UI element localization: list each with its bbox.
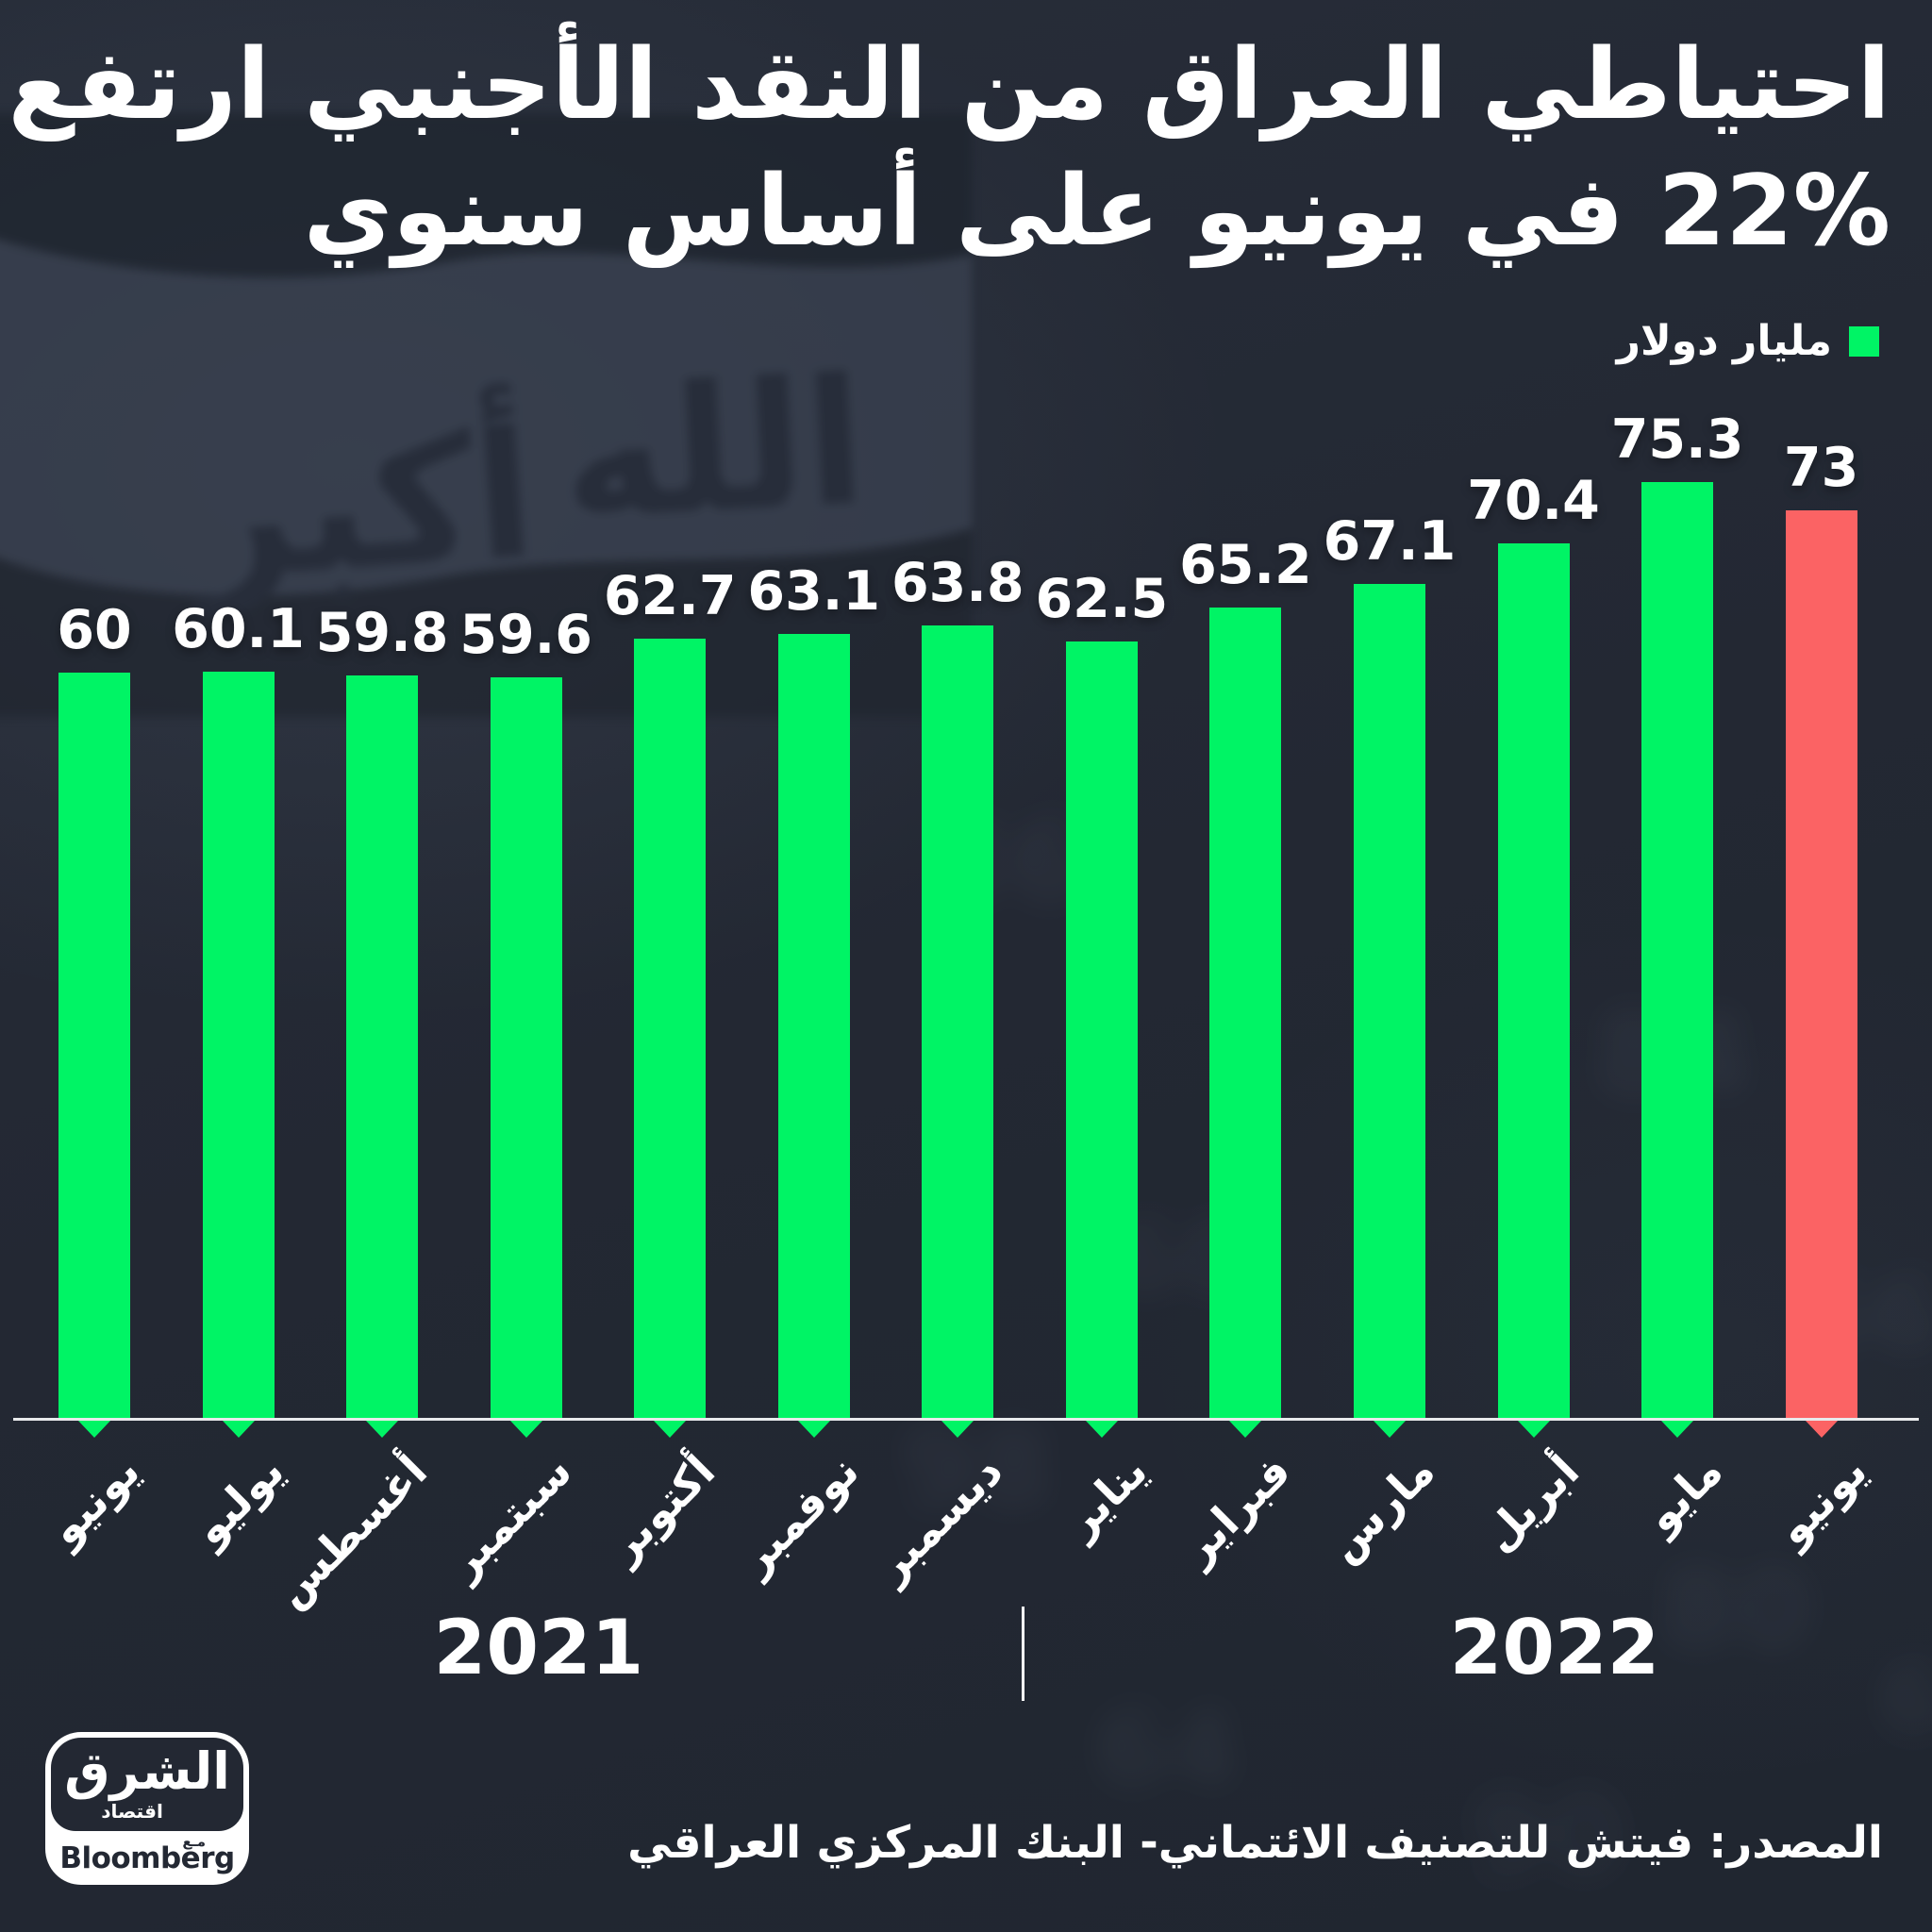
ghost-digit: 98 [901, 1406, 1053, 1532]
ghost-digit: 80 [1660, 1547, 1812, 1674]
asharq-bloomberg-logo: الشرق اقتصاد مـع Bloomberg [45, 1732, 249, 1885]
bar-value-label: 75.3 [1610, 408, 1744, 471]
axis-month-label: يونيو [1766, 1445, 1876, 1556]
axis-month-label: سبتمبر [437, 1445, 581, 1590]
iraq-flag-watermark: الله أكبر [0, 113, 972, 717]
bar-pointer-icon [1661, 1421, 1694, 1438]
legend: مليار دولار [1617, 317, 1879, 365]
ghost-digit: 68 [1877, 1641, 1932, 1757]
x-axis-line [13, 1418, 1919, 1421]
bar-pointer-icon [1229, 1421, 1262, 1438]
logo-bottom-panel: مـع Bloomberg [45, 1831, 249, 1885]
bar-pointer-icon [797, 1421, 830, 1438]
bar-value-label: 73 [1783, 437, 1859, 499]
axis-month-label: يونيو [39, 1445, 150, 1556]
axis-month-label: أكتوبر [598, 1445, 725, 1573]
bar [1209, 608, 1282, 1420]
bar [346, 675, 419, 1420]
logo-wordmark: الشرق [64, 1741, 230, 1801]
axis-month-label: يناير [1054, 1445, 1158, 1548]
bar-value-label: 59.8 [315, 602, 449, 664]
bar [1641, 482, 1714, 1420]
bar-pointer-icon [366, 1421, 399, 1438]
bar-pointer-icon [1805, 1421, 1838, 1438]
legend-label: مليار دولار [1616, 317, 1832, 365]
axis-month-label: فبراير [1171, 1445, 1301, 1574]
bar-value-label: 60 [57, 599, 132, 661]
bar [777, 634, 850, 1420]
bar-value-label: 65.2 [1179, 534, 1312, 596]
bar [922, 625, 994, 1420]
bar [58, 673, 130, 1420]
axis-month-label: نوفمبر [729, 1445, 869, 1585]
bar-value-label: 63.8 [891, 552, 1024, 614]
ghost-digit: 64 [1094, 1689, 1240, 1809]
logo-with-label: مـع [182, 1833, 206, 1850]
bar [1065, 641, 1138, 1420]
bar-highlighted [1785, 510, 1857, 1420]
flag-top-band [0, 113, 972, 278]
year-label-2022: 2022 [1449, 1604, 1660, 1691]
axis-month-label: مارس [1317, 1445, 1445, 1573]
axis-month-label: ديسمبر [865, 1445, 1013, 1592]
title-line-2: 22% في يونيو على أساس سنوي [303, 154, 1891, 268]
bar-value-label: 67.1 [1323, 510, 1457, 573]
bar-pointer-icon [941, 1421, 974, 1438]
flag-calligraphy-allah: الله [558, 340, 870, 558]
bar-pointer-icon [1517, 1421, 1550, 1438]
logo-top-panel: الشرق اقتصاد [51, 1738, 243, 1831]
bar [1353, 584, 1425, 1420]
bar-value-label: 60.1 [172, 598, 305, 660]
logo-subtitle: اقتصاد [101, 1800, 163, 1823]
bar-pointer-icon [654, 1421, 687, 1438]
bar [1497, 543, 1570, 1420]
bar-value-label: 70.4 [1467, 470, 1600, 532]
page-title: احتياطي العراق من النقد الأجنبي ارتفع 22… [8, 23, 1891, 275]
year-divider-line [1022, 1607, 1024, 1701]
bar-pointer-icon [1085, 1421, 1118, 1438]
bar [202, 672, 275, 1420]
axis-month-label: أبريل [1472, 1445, 1589, 1562]
bar-value-label: 62.5 [1035, 568, 1169, 630]
bar-value-label: 62.7 [603, 565, 737, 627]
bar [634, 639, 707, 1420]
bar-value-label: 63.1 [747, 560, 881, 623]
title-line-1: احتياطي العراق من النقد الأجنبي ارتفع [8, 28, 1891, 142]
ghost-digit: 90 [1472, 1774, 1624, 1900]
source-note: المصدر: فيتش للتصنيف الائتماني- البنك ال… [627, 1817, 1883, 1869]
flag-calligraphy-akbar: أكبر [178, 381, 541, 622]
bar-value-label: 59.6 [459, 604, 592, 666]
axis-month-label: يوليو [183, 1445, 293, 1556]
flag-white-band [0, 240, 972, 596]
bar-pointer-icon [222, 1421, 255, 1438]
legend-swatch-icon [1849, 325, 1879, 357]
axis-month-label: مايو [1635, 1445, 1733, 1543]
year-label-2021: 2021 [433, 1604, 644, 1691]
axis-month-label: أغسطس [264, 1445, 438, 1618]
logo-partner-label: Bloomberg [59, 1840, 235, 1875]
bar [490, 677, 562, 1420]
flag-bottom-band [0, 528, 972, 717]
bar-pointer-icon [1373, 1421, 1406, 1438]
bar-pointer-icon [509, 1421, 542, 1438]
bar-pointer-icon [78, 1421, 110, 1438]
